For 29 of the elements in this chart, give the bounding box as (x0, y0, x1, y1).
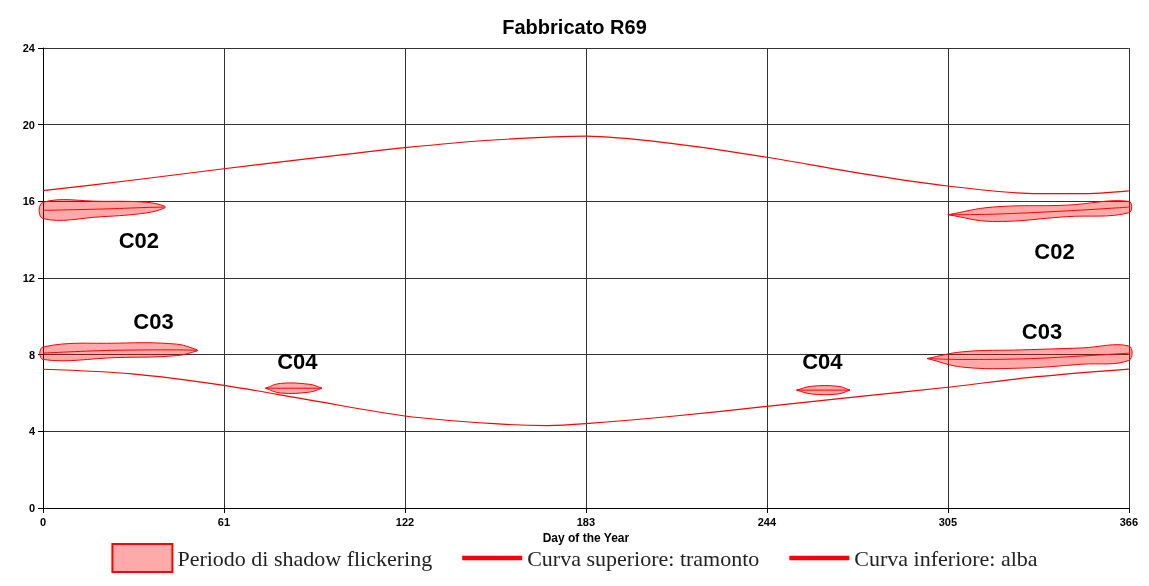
annotation: C03 (1021, 319, 1063, 345)
line-series (926, 352, 1130, 360)
annotation: C04 (802, 348, 844, 374)
y-tick-label: 16 (22, 195, 35, 208)
legend-label: Curva superiore: tramonto (527, 545, 760, 571)
legend-label: Curva inferiore: alba (854, 545, 1038, 571)
line-series (42, 368, 1130, 427)
x-tick-label: 244 (757, 515, 777, 528)
annotation: C03 (133, 309, 174, 335)
y-tick-label: 4 (28, 425, 36, 438)
legend-label: Periodo di shadow flickering (177, 545, 433, 571)
x-tick-label: 305 (938, 515, 958, 528)
y-tick-label: 8 (28, 348, 35, 361)
y-tick-label: 0 (28, 502, 35, 514)
y-tick-label: 24 (22, 42, 36, 54)
chart-title: Fabbricato R69 (502, 16, 647, 38)
annotation: C02 (1034, 239, 1075, 265)
x-tick-label: 61 (217, 515, 231, 528)
x-tick-label: 0 (39, 515, 47, 528)
x-axis-title: Day of the Year (542, 530, 630, 545)
x-tick-label: 122 (395, 515, 415, 528)
annotation: C02 (118, 227, 160, 253)
x-tick-label: 366 (1119, 515, 1138, 528)
annotation: C04 (277, 348, 319, 374)
y-tick-label: 12 (22, 272, 35, 284)
line-series (947, 206, 1130, 216)
x-tick-label: 183 (576, 515, 596, 528)
y-tick-label: 20 (22, 118, 35, 131)
line-series (42, 135, 1130, 195)
